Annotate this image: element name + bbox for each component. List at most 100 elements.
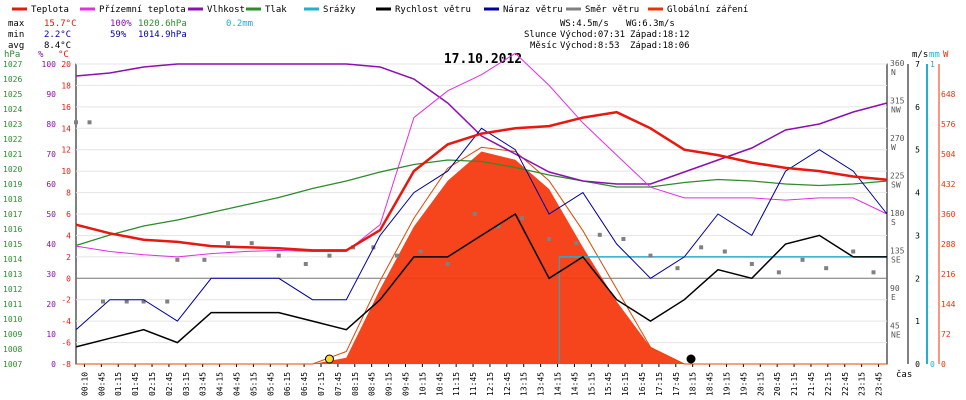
chart-title: 17.10.2012 xyxy=(444,52,522,67)
time-tick: 02:45 xyxy=(165,372,174,396)
time-tick: 09:45 xyxy=(401,372,410,396)
time-tick: 22:15 xyxy=(824,372,833,396)
wind-direction-point xyxy=(621,237,626,241)
wind-direction-point xyxy=(824,266,829,271)
pressure-tick: 1008 xyxy=(3,345,22,354)
axis-header-w: W xyxy=(943,50,949,60)
time-tick: 13:45 xyxy=(537,372,546,396)
time-tick: 09:15 xyxy=(385,372,394,396)
radiation-tick: 360 xyxy=(941,210,956,219)
time-tick: 01:45 xyxy=(131,372,140,396)
time-tick: 16:15 xyxy=(621,372,630,396)
pressure-tick: 1010 xyxy=(3,315,22,324)
direction-tick: 180 xyxy=(890,209,905,218)
humidity-tick: 80 xyxy=(46,120,56,129)
time-tick: 00:10 xyxy=(80,372,89,396)
temp-tick: -6 xyxy=(61,339,71,348)
humidity-tick: 10 xyxy=(46,330,56,339)
stat-sun-label: Slunce xyxy=(524,30,557,40)
wind-tick: 4 xyxy=(915,189,920,198)
temp-tick: -4 xyxy=(61,317,71,326)
time-tick: 06:45 xyxy=(300,372,309,396)
pressure-tick: 1007 xyxy=(3,360,22,369)
pressure-tick: 1016 xyxy=(3,225,22,234)
stat-moon-rise: Východ:8:53 xyxy=(560,41,620,51)
stat-sun-rise: Východ:07:31 xyxy=(560,30,625,40)
wind-direction-point xyxy=(165,299,170,304)
humidity-tick: 50 xyxy=(46,210,56,219)
temp-tick: 14 xyxy=(61,124,71,133)
direction-tick: 360 xyxy=(890,59,905,68)
direction-label: N xyxy=(891,68,896,77)
radiation-tick: 432 xyxy=(941,180,956,189)
wind-direction-point xyxy=(327,253,332,258)
humidity-tick: 40 xyxy=(46,240,56,249)
time-tick: 11:45 xyxy=(469,372,478,396)
wind-direction-point xyxy=(597,232,602,237)
legend-label: Směr větru xyxy=(585,5,639,15)
stat-min-hum: 59% xyxy=(110,30,127,40)
time-tick: 10:15 xyxy=(418,372,427,396)
axis-header-time: čas xyxy=(896,369,912,380)
direction-label: S xyxy=(891,218,896,227)
stat-sun-set: Západ:18:12 xyxy=(630,30,690,40)
time-tick: 14:15 xyxy=(554,372,563,396)
radiation-area xyxy=(76,151,887,364)
wind-direction-point xyxy=(74,120,78,125)
time-tick: 08:15 xyxy=(351,372,360,396)
time-tick: 07:45 xyxy=(334,372,343,396)
stat-max-hum: 100% xyxy=(110,19,132,29)
temp-tick: -2 xyxy=(61,296,71,305)
wind-direction-point xyxy=(520,216,525,221)
time-tick: 17:45 xyxy=(672,372,681,396)
series-line-temperature xyxy=(75,110,888,252)
wind-direction-point xyxy=(722,249,727,254)
legend-label: Teplota xyxy=(31,5,69,15)
wind-direction-point xyxy=(141,299,146,304)
axis-header-hpa: hPa xyxy=(4,50,20,60)
radiation-tick: 0 xyxy=(941,360,946,369)
wind-direction-point xyxy=(303,262,308,266)
time-tick: 19:15 xyxy=(722,372,731,396)
wind-direction-point xyxy=(547,237,552,241)
wind-direction-point xyxy=(226,241,231,246)
time-tick: 16:45 xyxy=(638,372,647,396)
axis-header-ms: m/s xyxy=(912,50,928,60)
wind-direction-point xyxy=(395,253,400,258)
legend-label: Globální záření xyxy=(667,5,748,15)
direction-tick: 225 xyxy=(890,172,905,181)
humidity-tick: 90 xyxy=(46,90,56,99)
wind-direction-point xyxy=(249,241,254,246)
humidity-tick: 70 xyxy=(46,150,56,159)
radiation-tick: 576 xyxy=(941,120,956,129)
pressure-tick: 1023 xyxy=(3,120,22,129)
stat-avg-temp: 8.4°C xyxy=(44,41,71,51)
temp-tick: 16 xyxy=(61,103,71,112)
time-tick: 08:45 xyxy=(368,372,377,396)
time-tick: 22:45 xyxy=(841,372,850,396)
pressure-tick: 1009 xyxy=(3,330,22,339)
time-tick: 12:45 xyxy=(503,372,512,396)
time-tick: 18:45 xyxy=(706,372,715,396)
temp-tick: 12 xyxy=(61,146,71,155)
time-tick: 06:15 xyxy=(283,372,292,396)
pressure-tick: 1021 xyxy=(3,150,22,159)
stat-max-press: 1020.6hPa xyxy=(138,19,187,29)
time-tick: 04:45 xyxy=(233,372,242,396)
wind-tick: 2 xyxy=(915,274,920,283)
time-tick: 05:45 xyxy=(266,372,275,396)
time-tick: 11:15 xyxy=(452,372,461,396)
temp-tick: 6 xyxy=(66,210,71,219)
direction-label: W xyxy=(891,143,896,152)
axis-header-degc: °C xyxy=(58,50,69,60)
stat-max-temp: 15.7°C xyxy=(44,19,77,29)
series-line-pressure xyxy=(75,159,888,247)
temp-tick: -8 xyxy=(61,360,71,369)
time-tick: 13:15 xyxy=(520,372,529,396)
axis-header-mm: mm xyxy=(929,50,940,60)
time-tick: 21:15 xyxy=(790,372,799,396)
stat-avg-label: avg xyxy=(8,41,24,51)
pressure-tick: 1025 xyxy=(3,90,22,99)
time-tick: 02:15 xyxy=(148,372,157,396)
